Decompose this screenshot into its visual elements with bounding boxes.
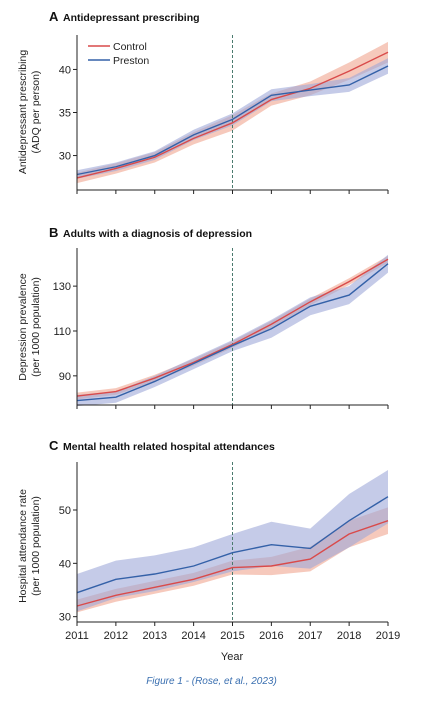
panel-c-title: Mental health related hospital attendanc… [63,441,275,453]
panel-a-control-line [76,51,389,179]
panel-c-ytick-label: 30 [59,612,71,624]
panel-c-xtick-label: 2013 [143,630,167,642]
panel-a-preston-line [76,65,389,176]
legend-preston-label: Preston [113,55,149,67]
panel-b-ytick-label: 110 [53,326,71,338]
panel-c-xtick-label: 2012 [104,630,128,642]
panel-a-legend: Control Preston [88,41,149,67]
panel-c-xtick-label: 2011 [65,630,89,642]
panel-a-ylabel-line1: Antidepressant prescribing [17,50,29,174]
panel-c-preston-ci-band [77,470,388,612]
panel-b-control-ci-band [77,255,388,400]
panel-a-ytick-label: 35 [59,108,71,120]
panel-b: B Adults with a diagnosis of depression … [17,225,389,409]
panel-b-letter: B [49,225,58,240]
panel-a-plot: 30 35 40 [59,35,389,194]
panel-c-ytick-label: 40 [59,558,71,570]
panel-b-title: Adults with a diagnosis of depression [63,228,252,240]
panel-a: A Antidepressant prescribing Antidepress… [17,9,389,194]
panel-c-control-line [76,520,389,607]
panel-b-ylabel-line1: Depression prevalence [17,273,29,381]
panel-c-xtick-label: 2017 [298,630,322,642]
panel-b-ytick-label: 130 [53,281,71,293]
panel-a-ytick-label: 40 [59,64,71,76]
panel-c-ytick-label: 50 [59,505,71,517]
figure-caption: Figure 1 - (Rose, et al., 2023) [146,676,277,687]
panel-a-title: Antidepressant prescribing [63,12,200,24]
panel-c-xtick-label: 2015 [220,630,244,642]
panel-a-ytick-label: 30 [59,151,71,163]
panel-c-plot: 30 40 50 2011 2012 2013 2014 2015 2016 2017 2018 20… [59,462,400,642]
panel-c-preston-line [76,496,389,594]
panel-b-ylabel-line2: (per 1000 population) [30,277,42,377]
panel-b-preston-line [76,263,389,402]
panel-a-letter: A [49,9,59,24]
panel-c-ylabel-line1: Hospital attendance rate [17,489,29,603]
panel-a-ylabel-line2: (ADQ per person) [30,71,42,154]
panel-c-xtick-label: 2014 [181,630,205,642]
legend-control-label: Control [113,41,147,53]
panel-c-ylabel-line2: (per 1000 population) [30,496,42,596]
panel-c-xtick-label: 2016 [259,630,283,642]
x-axis-label: Year [221,651,244,663]
panel-c-letter: C [49,438,59,453]
panel-b-plot: 90 110 130 [53,248,389,409]
panel-b-ytick-label: 90 [59,371,71,383]
panel-b-control-line [76,258,389,397]
panel-c-xtick-label: 2018 [337,630,361,642]
panel-c: C Mental health related hospital attenda… [17,438,400,663]
panel-c-xtick-label: 2019 [376,630,400,642]
